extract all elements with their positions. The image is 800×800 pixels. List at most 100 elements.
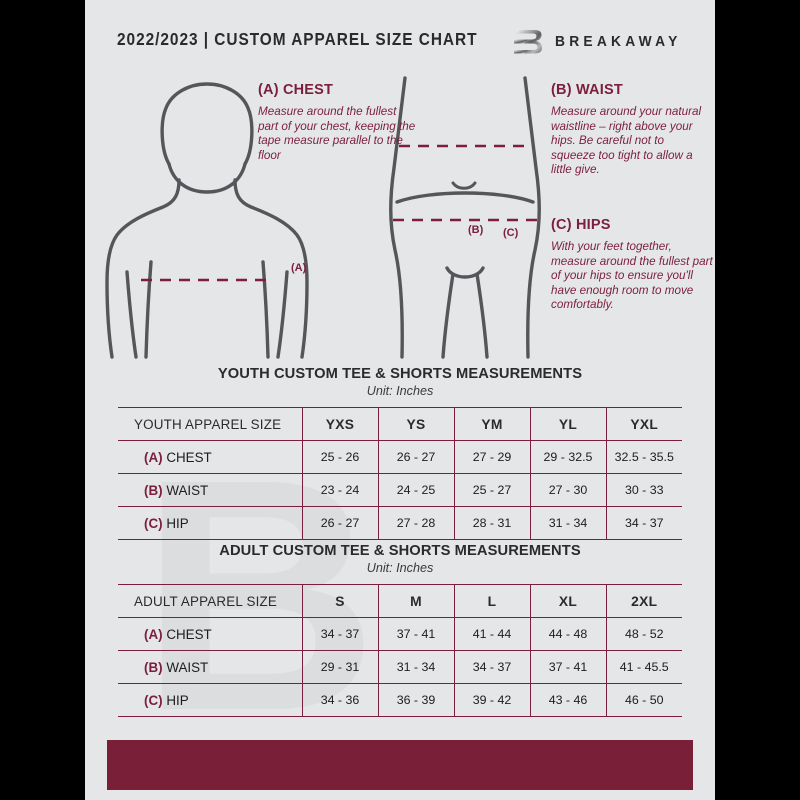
size-column-header: S: [301, 584, 378, 618]
row-name: HIP: [166, 692, 189, 708]
youth-table-heading: YOUTH CUSTOM TEE & SHORTS MEASUREMENTS U…: [85, 366, 715, 398]
chest-instruction-title: (A) CHEST: [258, 82, 334, 98]
table-cell: 28 - 31: [453, 506, 530, 540]
size-column-header: M: [377, 584, 454, 618]
brand-lockup: BREAKAWAY: [513, 26, 693, 57]
table-cell: 37 - 41: [377, 617, 454, 651]
row-label: (C) HIP: [118, 683, 302, 717]
hip-marker-label: (C): [503, 227, 519, 239]
row-label: (C) HIP: [118, 506, 302, 540]
table-cell: 25 - 26: [301, 440, 378, 474]
youth-size-table: YOUTH APPAREL SIZE YXS YS YM YL YXL (A) …: [118, 407, 682, 540]
table-cell: 34 - 37: [301, 617, 378, 651]
table-cell: 37 - 41: [529, 650, 606, 684]
size-chart-page: B 2022/2023 | CUSTOM APPAREL SIZE CHART: [85, 0, 715, 800]
breakaway-b-logo-icon: [514, 30, 543, 54]
size-column-header: YXL: [605, 407, 682, 441]
table-cell: 41 - 44: [453, 617, 530, 651]
table-cell: 43 - 46: [529, 683, 606, 717]
table-cell: 34 - 37: [453, 650, 530, 684]
table-cell: 44 - 48: [529, 617, 606, 651]
navel-detail: [451, 181, 477, 190]
hips-instruction-text: With your feet together, measure around …: [551, 240, 713, 312]
table-cell: 26 - 27: [301, 506, 378, 540]
body-diagrams: (A) (B) (C): [85, 72, 715, 367]
hips-instruction: (C) HIPS With your feet together, measur…: [551, 217, 714, 313]
waist-instruction: (B) WAIST Measure around your natural wa…: [551, 82, 711, 178]
table-cell: 34 - 36: [301, 683, 378, 717]
table-row: (C) HIP 26 - 27 27 - 28 28 - 31 31 - 34 …: [118, 506, 682, 540]
row-tag: (A): [144, 626, 163, 642]
row-name: HIP: [166, 515, 189, 531]
youth-table-unit: Unit: Inches: [366, 384, 434, 398]
waist-marker-label: (B): [468, 224, 484, 236]
table-cell: 32.5 - 35.5: [605, 440, 682, 474]
brand-name: BREAKAWAY: [555, 33, 682, 50]
row-name: WAIST: [166, 482, 209, 498]
table-cell: 24 - 25: [377, 473, 454, 507]
adult-table-unit: Unit: Inches: [366, 561, 434, 575]
page-title: 2022/2023 | CUSTOM APPAREL SIZE CHART: [117, 29, 478, 49]
adult-size-table: ADULT APPAREL SIZE S M L XL 2XL (A) CHES…: [118, 584, 682, 717]
table-cell: 25 - 27: [453, 473, 530, 507]
row-name: WAIST: [166, 659, 209, 675]
size-column-header: YL: [529, 407, 606, 441]
table-cell: 41 - 45.5: [605, 650, 682, 684]
row-tag: (A): [144, 449, 163, 465]
table-cell: 48 - 52: [605, 617, 682, 651]
chest-instruction-text: Measure around the fullest part of your …: [258, 105, 416, 162]
size-column-header: L: [453, 584, 530, 618]
size-column-header: XL: [529, 584, 606, 618]
size-column-header: YS: [377, 407, 454, 441]
footer-color-bar: [107, 740, 693, 790]
table-cell: 23 - 24: [301, 473, 378, 507]
youth-table-title: YOUTH CUSTOM TEE & SHORTS MEASUREMENTS: [217, 366, 583, 382]
chest-marker-label: (A): [291, 262, 307, 274]
lower-body-diagram: [389, 76, 541, 359]
row-label: (B) WAIST: [118, 473, 302, 507]
table-cell: 31 - 34: [529, 506, 606, 540]
table-cell: 29 - 31: [301, 650, 378, 684]
upper-body-diagram: [105, 82, 309, 359]
waist-instruction-text: Measure around your natural waistline – …: [551, 105, 702, 177]
table-cell: 36 - 39: [377, 683, 454, 717]
table-cell: 27 - 28: [377, 506, 454, 540]
adult-table-heading: ADULT CUSTOM TEE & SHORTS MEASUREMENTS U…: [85, 543, 715, 575]
table-row: (B) WAIST 29 - 31 31 - 34 34 - 37 37 - 4…: [118, 650, 682, 684]
row-label: (A) CHEST: [118, 617, 302, 651]
table-cell: 27 - 30: [529, 473, 606, 507]
table-cell: 31 - 34: [377, 650, 454, 684]
table-row: (B) WAIST 23 - 24 24 - 25 25 - 27 27 - 3…: [118, 473, 682, 507]
youth-apparel-size-header: YOUTH APPAREL SIZE: [118, 407, 302, 441]
table-cell: 27 - 29: [453, 440, 530, 474]
adult-apparel-size-header: ADULT APPAREL SIZE: [118, 584, 302, 618]
row-tag: (C): [144, 692, 163, 708]
table-header-row: ADULT APPAREL SIZE S M L XL 2XL: [118, 584, 682, 618]
table-header-row: YOUTH APPAREL SIZE YXS YS YM YL YXL: [118, 407, 682, 441]
adult-table-title: ADULT CUSTOM TEE & SHORTS MEASUREMENTS: [219, 543, 581, 559]
table-cell: 39 - 42: [453, 683, 530, 717]
table-cell: 30 - 33: [605, 473, 682, 507]
row-tag: (C): [144, 515, 163, 531]
page-header: 2022/2023 | CUSTOM APPAREL SIZE CHART BR…: [85, 26, 715, 60]
table-row: (A) CHEST 34 - 37 37 - 41 41 - 44 44 - 4…: [118, 617, 682, 651]
table-cell: 34 - 37: [605, 506, 682, 540]
hips-instruction-title: (C) HIPS: [551, 217, 611, 233]
row-label: (A) CHEST: [118, 440, 302, 474]
table-cell: 26 - 27: [377, 440, 454, 474]
table-cell: 46 - 50: [605, 683, 682, 717]
size-column-header: 2XL: [605, 584, 682, 618]
row-tag: (B): [144, 659, 163, 675]
row-tag: (B): [144, 482, 163, 498]
table-cell: 29 - 32.5: [529, 440, 606, 474]
waist-instruction-title: (B) WAIST: [551, 82, 623, 98]
table-row: (C) HIP 34 - 36 36 - 39 39 - 42 43 - 46 …: [118, 683, 682, 717]
adult-size-table-block: ADULT CUSTOM TEE & SHORTS MEASUREMENTS U…: [85, 543, 715, 717]
table-row: (A) CHEST 25 - 26 26 - 27 27 - 29 29 - 3…: [118, 440, 682, 474]
size-column-header: YXS: [301, 407, 378, 441]
chest-instruction: (A) CHEST Measure around the fullest par…: [258, 82, 418, 163]
size-column-header: YM: [453, 407, 530, 441]
row-name: CHEST: [166, 449, 212, 465]
row-label: (B) WAIST: [118, 650, 302, 684]
youth-size-table-block: YOUTH CUSTOM TEE & SHORTS MEASUREMENTS U…: [85, 366, 715, 540]
